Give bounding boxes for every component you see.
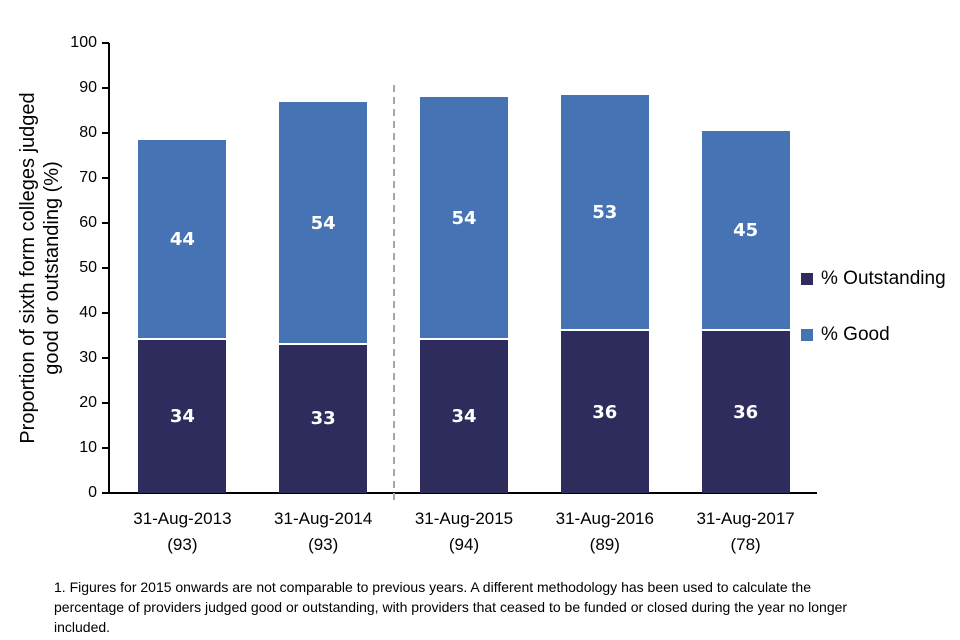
y-tick-label: 40: [79, 304, 97, 321]
legend-swatch-outstanding-icon: [801, 273, 813, 285]
x-axis-label: 31-Aug-2014 (93): [248, 506, 398, 558]
methodology-divider-line: [393, 85, 395, 505]
legend: % Outstanding % Good: [801, 267, 946, 347]
y-tick-label: 0: [88, 484, 97, 501]
y-tick-mark: [102, 447, 109, 449]
y-tick-mark: [102, 402, 109, 404]
y-tick-mark: [102, 312, 109, 314]
y-tick-mark: [102, 357, 109, 359]
legend-label-good: % Good: [821, 324, 890, 345]
y-tick-mark: [102, 267, 109, 269]
y-tick-mark: [102, 177, 109, 179]
legend-item-good: % Good: [801, 323, 946, 347]
footnote-line-2: percentage of providers judged good or o…: [54, 599, 848, 615]
x-axis-label-count: (78): [730, 535, 761, 554]
y-tick-label: 80: [79, 124, 97, 141]
y-tick-label: 60: [79, 214, 97, 231]
y-tick-label: 70: [79, 169, 97, 186]
bar-segment-outstanding: [279, 344, 368, 493]
bar-segment-good: [560, 94, 649, 331]
legend-item-outstanding: % Outstanding: [801, 267, 946, 291]
x-axis-label-date: 31-Aug-2016: [555, 509, 654, 528]
y-tick-mark: [102, 492, 109, 494]
x-axis-label-count: (89): [589, 535, 620, 554]
footnote-line-1: 1. Figures for 2015 onwards are not comp…: [54, 579, 811, 595]
y-tick-mark: [102, 132, 109, 134]
y-tick-label: 20: [79, 394, 97, 411]
legend-swatch-good-icon: [801, 329, 813, 341]
x-axis-label: 31-Aug-2017 (78): [671, 506, 821, 558]
bar-segment-outstanding: [560, 331, 649, 493]
y-tick-label: 30: [79, 349, 97, 366]
y-tick-mark: [102, 42, 109, 44]
x-axis-label-date: 31-Aug-2017: [696, 509, 795, 528]
bar-segment-good: [420, 97, 508, 340]
bar-segment-outstanding: [701, 331, 790, 493]
x-axis-label: 31-Aug-2016 (89): [530, 506, 680, 558]
x-axis-label: 31-Aug-2013 (93): [107, 506, 257, 558]
bar-segment-good: [701, 130, 790, 331]
x-axis-label-date: 31-Aug-2013: [133, 509, 232, 528]
x-axis-label: 31-Aug-2015 (94): [389, 506, 539, 558]
y-tick-mark: [102, 87, 109, 89]
y-tick-label: 100: [70, 34, 97, 51]
legend-label-outstanding: % Outstanding: [821, 268, 946, 289]
bar-segment-good: [279, 101, 368, 345]
bar-segment-outstanding: [138, 340, 227, 493]
x-axis-label-count: (94): [448, 535, 480, 554]
y-tick-mark: [102, 222, 109, 224]
y-tick-label: 10: [79, 439, 97, 456]
footnote-line-3: included.: [54, 619, 111, 635]
bar-segment-good: [138, 139, 227, 340]
x-axis-label-date: 31-Aug-2015: [414, 509, 514, 528]
x-axis-label-count: (93): [308, 535, 339, 554]
y-tick-label: 90: [79, 79, 97, 96]
x-axis-label-date: 31-Aug-2014: [274, 509, 373, 528]
footnote: 1. Figures for 2015 onwards are not comp…: [54, 577, 847, 637]
y-tick-label: 50: [79, 259, 97, 276]
bar-segment-outstanding: [420, 340, 508, 493]
x-axis-label-count: (93): [167, 535, 198, 554]
